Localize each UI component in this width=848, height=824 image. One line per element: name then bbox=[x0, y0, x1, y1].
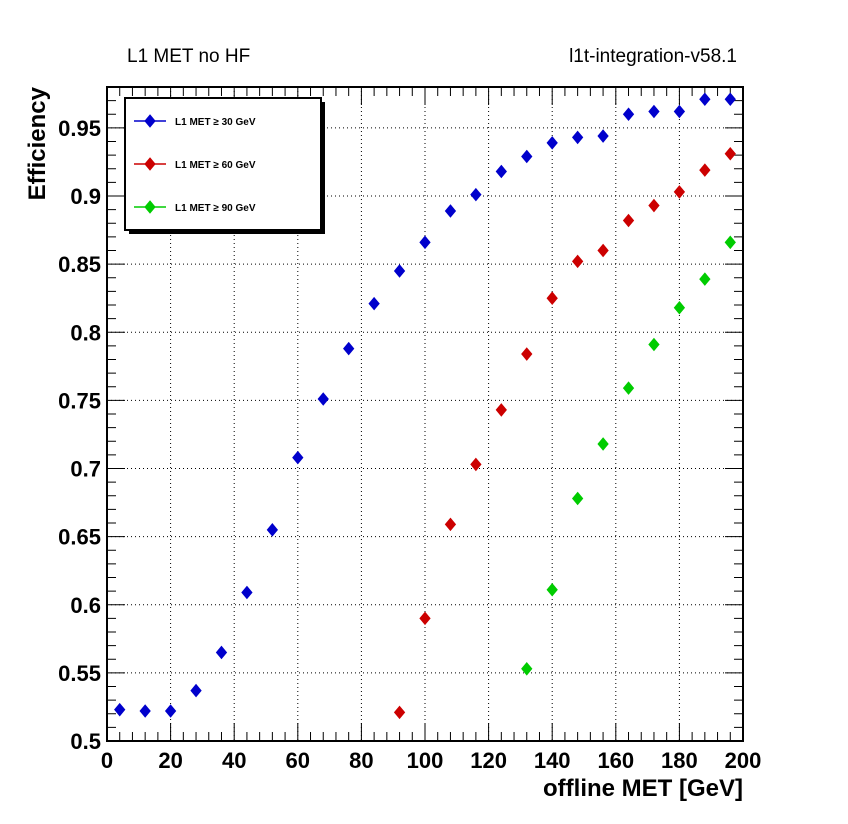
x-axis-title: offline MET [GeV] bbox=[543, 775, 743, 802]
legend-label: L1 MET ≥ 30 GeV bbox=[175, 117, 256, 128]
series-1 bbox=[114, 92, 736, 718]
data-point bbox=[419, 611, 431, 626]
y-tick-label: 0.6 bbox=[70, 593, 101, 618]
data-point bbox=[292, 450, 304, 465]
plot-frame bbox=[106, 86, 744, 742]
y-tick-label: 0.9 bbox=[70, 184, 101, 209]
data-point bbox=[521, 662, 533, 676]
data-point bbox=[724, 235, 736, 250]
data-point bbox=[648, 337, 660, 352]
data-point bbox=[699, 92, 711, 107]
data-point bbox=[699, 163, 711, 177]
legend-entries: L1 MET ≥ 30 GeV L1 MET ≥ 60 GeV L1 MET ≥ 9… bbox=[134, 114, 256, 214]
y-tick-label: 0.55 bbox=[58, 661, 101, 686]
data-point bbox=[597, 437, 609, 451]
data-points bbox=[114, 92, 736, 720]
y-tick-label: 0.7 bbox=[70, 457, 101, 482]
legend-entry: L1 MET ≥ 30 GeV bbox=[134, 114, 256, 128]
data-point bbox=[215, 645, 228, 660]
legend-label: L1 MET ≥ 60 GeV bbox=[175, 160, 256, 171]
y-tick-label: 0.8 bbox=[70, 320, 101, 345]
data-point bbox=[724, 92, 736, 107]
data-point bbox=[673, 104, 686, 119]
legend-marker bbox=[144, 200, 156, 214]
data-point bbox=[317, 392, 329, 406]
y-tick-label: 0.75 bbox=[58, 388, 101, 413]
data-point bbox=[241, 585, 253, 600]
x-tick-label: 160 bbox=[597, 748, 634, 773]
data-point bbox=[622, 107, 635, 122]
data-point bbox=[546, 582, 558, 597]
data-point bbox=[571, 130, 584, 145]
chart-subtitle-version: l1t-integration-v58.1 bbox=[569, 46, 737, 67]
x-tick-label: 140 bbox=[534, 748, 571, 773]
data-point bbox=[419, 235, 431, 250]
data-point bbox=[622, 381, 635, 395]
legend-marker bbox=[144, 114, 156, 128]
data-point bbox=[521, 149, 533, 164]
x-tick-label: 80 bbox=[349, 748, 373, 773]
chart-title: L1 MET no HF bbox=[127, 46, 251, 67]
y-tick-label: 0.65 bbox=[58, 525, 101, 550]
data-point bbox=[648, 104, 660, 119]
data-point bbox=[495, 164, 507, 179]
x-tick-label: 200 bbox=[725, 748, 762, 773]
x-tick-label: 120 bbox=[470, 748, 507, 773]
data-point bbox=[546, 136, 558, 150]
data-point bbox=[266, 523, 279, 537]
data-point bbox=[139, 704, 151, 718]
data-point bbox=[648, 198, 660, 213]
data-point bbox=[444, 204, 457, 218]
data-point bbox=[393, 264, 406, 278]
data-point bbox=[724, 146, 736, 161]
legend-entry: L1 MET ≥ 60 GeV bbox=[134, 157, 256, 171]
data-point bbox=[190, 683, 202, 698]
legend-label: L1 MET ≥ 90 GeV bbox=[175, 203, 256, 214]
y-tick-labels: 0.5 0.55 0.6 0.65 0.7 0.75 0.8 0.85 0.9 0.95 bbox=[58, 116, 101, 754]
x-tick-label: 60 bbox=[286, 748, 310, 773]
data-point bbox=[673, 300, 686, 315]
y-tick-label: 0.5 bbox=[70, 729, 101, 754]
data-point bbox=[444, 517, 457, 532]
series-2 bbox=[393, 146, 736, 720]
legend-marker bbox=[144, 157, 156, 171]
data-point bbox=[571, 491, 584, 506]
data-point bbox=[495, 403, 507, 417]
data-point bbox=[114, 702, 126, 717]
y-axis-title: Efficiency bbox=[24, 86, 51, 200]
data-point bbox=[546, 291, 558, 305]
legend-entry: L1 MET ≥ 90 GeV bbox=[134, 200, 256, 214]
x-tick-label: 20 bbox=[158, 748, 182, 773]
x-tick-label: 180 bbox=[661, 748, 698, 773]
data-point bbox=[597, 129, 609, 143]
data-point bbox=[597, 243, 609, 258]
data-point bbox=[343, 341, 355, 356]
axis-ticks bbox=[106, 86, 744, 742]
y-tick-label: 0.95 bbox=[58, 116, 101, 141]
x-tick-label: 100 bbox=[407, 748, 444, 773]
data-point bbox=[699, 272, 711, 286]
data-point bbox=[470, 187, 482, 202]
data-point bbox=[521, 347, 533, 361]
series-3 bbox=[521, 235, 736, 676]
x-tick-label: 0 bbox=[101, 748, 113, 773]
data-point bbox=[470, 457, 482, 472]
data-point bbox=[164, 704, 177, 718]
x-tick-labels: 0 20 40 60 80 100 120 140 160 180 200 bbox=[101, 748, 761, 773]
data-point bbox=[673, 185, 686, 199]
data-point bbox=[368, 296, 380, 311]
y-tick-label: 0.85 bbox=[58, 252, 101, 277]
data-point bbox=[622, 213, 635, 228]
x-tick-label: 40 bbox=[222, 748, 246, 773]
data-point bbox=[393, 705, 406, 720]
legend: L1 MET ≥ 30 GeV L1 MET ≥ 60 GeV L1 MET ≥ 9… bbox=[124, 97, 325, 234]
data-point bbox=[571, 254, 584, 269]
